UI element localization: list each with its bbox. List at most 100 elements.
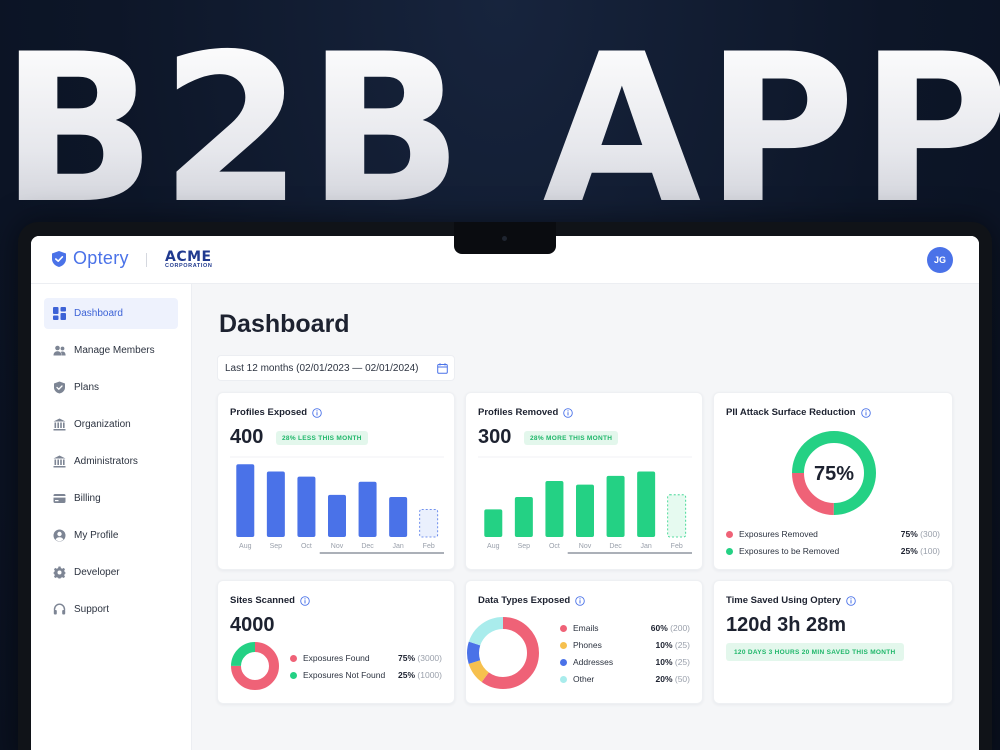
bar[interactable] (389, 497, 408, 537)
x-tick-label: Sep (270, 543, 283, 550)
x-tick-label: Jan (640, 543, 651, 550)
bar[interactable] (514, 497, 533, 537)
sidebar-item-support[interactable]: Support (44, 594, 178, 625)
legend-dot (560, 624, 567, 632)
x-tick-label: Oct (549, 543, 560, 550)
headset-icon (53, 603, 66, 615)
sidebar-item-label: Manage Members (74, 345, 155, 356)
info-icon[interactable] (575, 595, 585, 606)
profiles-exposed-bar-chart: Aug Sep Oct Nov Dec Jan Feb (230, 456, 444, 554)
sidebar-item-administrators[interactable]: Administrators (44, 446, 178, 477)
pie-slice[interactable] (792, 431, 876, 515)
sidebar-item-organization[interactable]: Organization (44, 409, 178, 440)
bar[interactable] (266, 471, 285, 537)
legend-dot (290, 654, 297, 662)
legend-label: Exposures Found (303, 653, 370, 663)
date-range-picker[interactable]: Last 12 months (02/01/2023 — 02/01/2024) (217, 355, 455, 381)
sidebar-item-label: Plans (74, 382, 100, 393)
sidebar-item-my-profile[interactable]: My Profile (44, 520, 178, 551)
legend-item: Exposures Found (290, 653, 370, 663)
card-title: Data Types Exposed (478, 595, 585, 606)
bar[interactable] (576, 484, 594, 537)
bar[interactable] (667, 494, 687, 538)
bank-icon (53, 418, 66, 431)
sidebar-item-manage-members[interactable]: Manage Members (44, 335, 178, 366)
company-subtitle: CORPORATION (165, 263, 213, 269)
donut-center-label: 75% (814, 463, 854, 485)
bank-icon (53, 455, 66, 468)
legend-value: 75% (3000) (398, 653, 442, 663)
sidebar-item-billing[interactable]: Billing (44, 483, 178, 514)
camera-icon (502, 236, 507, 241)
card-profiles-removed: Profiles Removed 300 28% MORE THIS MONTH… (465, 392, 703, 570)
x-tick-label: Jan (392, 543, 403, 550)
laptop-frame: Optery ACME CORPORATION JG Dashboard Man… (18, 222, 992, 750)
card-pii-reduction: PII Attack Surface Reduction 75% Exposur… (713, 392, 953, 570)
sidebar-item-label: Organization (74, 419, 131, 430)
card-title-text: Profiles Removed (478, 407, 559, 418)
legend-item: Exposures to be Removed (726, 546, 839, 556)
divider (146, 253, 147, 267)
sites-scanned-value: 4000 (230, 614, 275, 636)
sidebar-item-plans[interactable]: Plans (44, 372, 178, 403)
info-icon[interactable] (860, 407, 871, 418)
bar[interactable] (545, 481, 564, 537)
legend-value: 20% (50) (655, 674, 690, 684)
sidebar-item-label: Administrators (74, 456, 138, 467)
brand-name: Optery (73, 248, 129, 268)
bar[interactable] (484, 509, 503, 537)
card-title: Time Saved Using Optery (726, 595, 856, 606)
legend-item: Emails (560, 623, 599, 633)
bar[interactable] (297, 476, 316, 537)
legend-item: Exposures Removed (726, 529, 818, 539)
legend-label: Exposures Not Found (303, 670, 386, 680)
bar[interactable] (328, 494, 346, 537)
card-title-text: Time Saved Using Optery (726, 595, 841, 606)
legend-label: Exposures Removed (739, 529, 818, 539)
gear-icon (53, 566, 66, 579)
sidebar-item-developer[interactable]: Developer (44, 557, 178, 588)
card-data-types: Data Types Exposed Emails 60% (200) Phon… (465, 580, 703, 704)
bar[interactable] (606, 475, 625, 537)
time-saved-value: 120d 3h 28m (726, 614, 847, 636)
bar[interactable] (358, 481, 377, 537)
change-badge: 28% LESS THIS MONTH (276, 431, 368, 445)
shield-check-icon (54, 381, 65, 394)
bar[interactable] (236, 464, 255, 537)
brand-logo[interactable]: Optery (51, 248, 129, 269)
x-tick-label: Oct (301, 543, 312, 550)
legend-item: Addresses (560, 657, 613, 667)
card-title-text: Sites Scanned (230, 595, 295, 606)
legend-dot (560, 675, 567, 683)
card-sites-scanned: Sites Scanned 4000 Exposures Found 75% (… (217, 580, 455, 704)
info-icon[interactable] (563, 407, 574, 418)
shield-logo-icon (52, 250, 66, 267)
avatar[interactable]: JG (927, 247, 953, 273)
card-title-text: Profiles Exposed (230, 407, 308, 418)
legend-label: Emails (573, 623, 599, 633)
card-title: Profiles Exposed (230, 407, 322, 418)
company-name: ACME (165, 249, 212, 265)
pie-slice[interactable] (467, 617, 539, 689)
sidebar-item-label: Dashboard (74, 308, 123, 319)
profiles-removed-value: 300 (478, 426, 512, 448)
legend-dot (560, 658, 567, 666)
legend-value: 10% (25) (655, 640, 690, 650)
company-logo: ACME CORPORATION (165, 250, 212, 270)
pie-slice[interactable] (231, 642, 279, 690)
card-title: Profiles Removed (478, 407, 574, 418)
pii-donut-chart: 75% (792, 431, 876, 515)
time-saved-badge: 120 DAYS 3 HOURS 20 MIN SAVED THIS MONTH (726, 643, 904, 661)
users-icon (53, 345, 66, 356)
app-screen: Optery ACME CORPORATION JG Dashboard Man… (31, 236, 979, 750)
bar[interactable] (419, 508, 439, 538)
info-icon[interactable] (300, 595, 310, 606)
card-title: Sites Scanned (230, 595, 310, 606)
sidebar-item-dashboard[interactable]: Dashboard (44, 298, 178, 329)
info-icon[interactable] (846, 595, 856, 606)
info-icon[interactable] (312, 407, 322, 418)
legend-dot (726, 547, 733, 555)
sites-donut-chart (231, 642, 279, 690)
bar[interactable] (637, 471, 656, 537)
pie-slice[interactable] (467, 617, 539, 689)
